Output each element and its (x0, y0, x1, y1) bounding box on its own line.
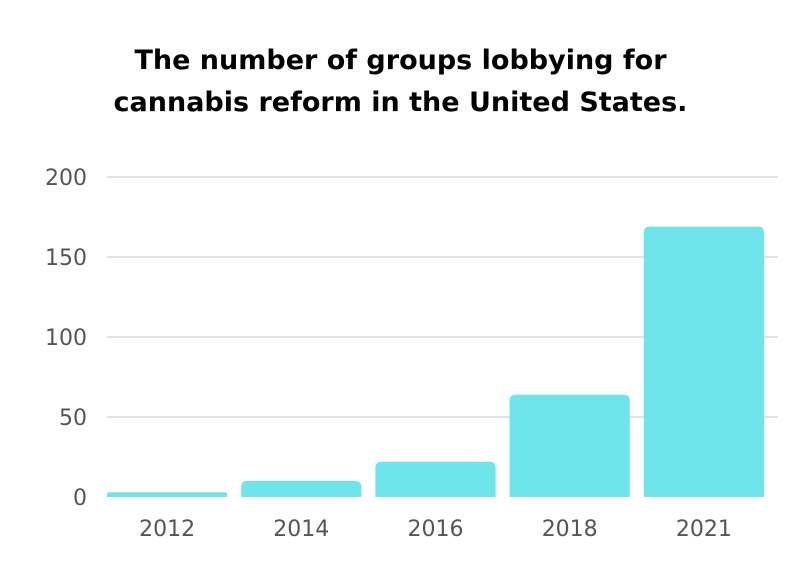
y-axis-ticks: 0 50 100 150 200 (45, 166, 87, 511)
y-tick-label: 150 (45, 246, 87, 271)
chart-title-line-1: The number of groups lobbying for (134, 45, 667, 76)
y-tick-label: 200 (45, 166, 87, 191)
bar-2016 (375, 461, 496, 497)
bars (107, 226, 764, 497)
bar-2018 (509, 394, 630, 497)
x-tick-label: 2014 (273, 517, 329, 542)
x-tick-label: 2021 (676, 517, 732, 542)
y-tick-label: 0 (73, 486, 87, 511)
chart-title-line-2: cannabis reform in the United States. (113, 87, 688, 118)
chart-title: The number of groups lobbying for cannab… (0, 40, 800, 124)
x-tick-label: 2016 (408, 517, 464, 542)
y-tick-label: 50 (59, 406, 87, 431)
bar-2021 (643, 226, 764, 497)
x-tick-label: 2012 (139, 517, 195, 542)
bar-2012 (107, 492, 228, 497)
x-axis-ticks: 2012 2014 2016 2018 2021 (139, 517, 732, 542)
y-tick-label: 100 (45, 326, 87, 351)
x-tick-label: 2018 (542, 517, 598, 542)
bar-2014 (241, 481, 362, 497)
